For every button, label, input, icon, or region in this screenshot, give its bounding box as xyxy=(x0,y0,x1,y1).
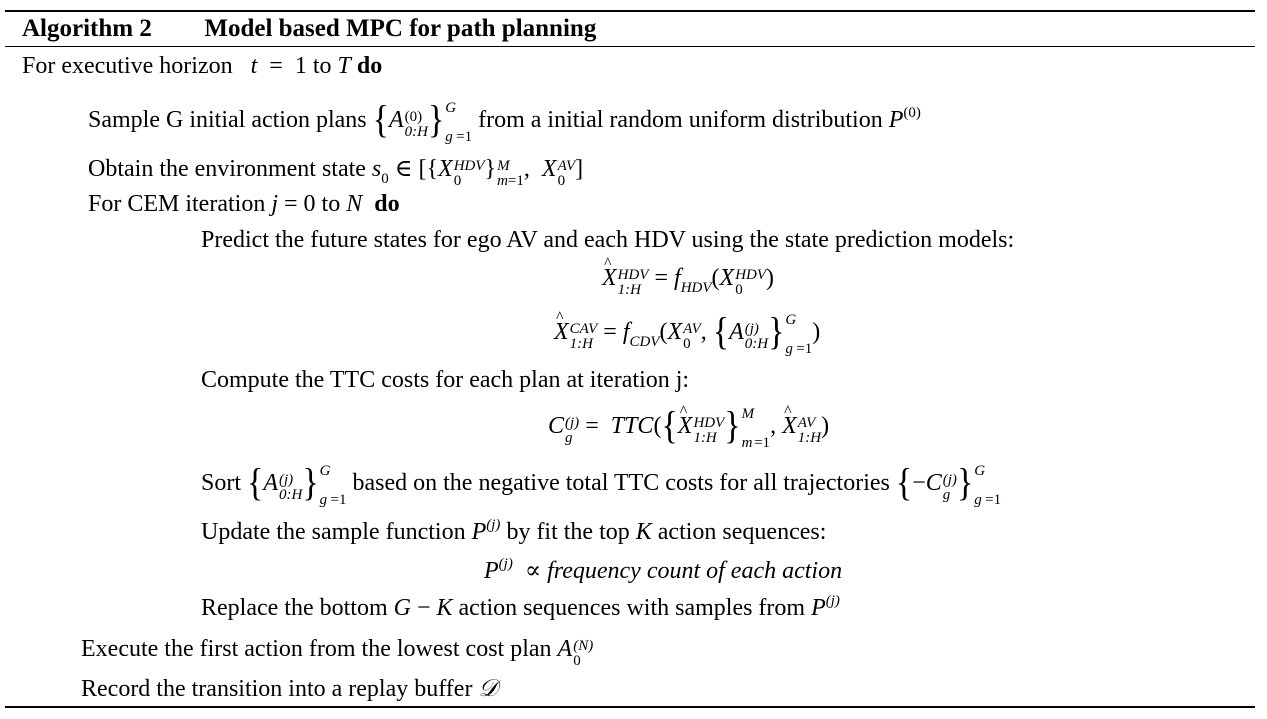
line-execute-action: Execute the first action from the lowest… xyxy=(81,636,594,669)
line-cem-iteration: For CEM iteration j = 0 to N do xyxy=(88,191,400,217)
equation-text: frequency count of each action xyxy=(547,558,843,584)
line-text: Predict the future states for ego AV and… xyxy=(201,227,1015,253)
line-text: For CEM iteration xyxy=(88,191,266,217)
top-rule xyxy=(5,10,1255,12)
line-text: Compute the TTC costs for each plan at i… xyxy=(201,367,690,393)
line-for-horizon: For executive horizon t = 1 to T do xyxy=(22,53,383,79)
line-text: by fit the top xyxy=(506,519,630,545)
line-text: from a initial random uniform distributi… xyxy=(478,107,883,133)
line-text: Sample G initial action plans xyxy=(88,107,367,133)
line-text: Update the sample function xyxy=(201,519,466,545)
header-rule xyxy=(5,46,1255,47)
line-predict-states: Predict the future states for ego AV and… xyxy=(201,226,1014,254)
line-sample-plans: Sample G initial action plans {A (0) 0:H} G… xyxy=(88,99,921,146)
line-text: Record the transition into a replay buff… xyxy=(81,676,473,702)
equation-frequency: P(j) ∝ frequency count of each action xyxy=(484,556,843,585)
line-text: based on the negative total TTC costs fo… xyxy=(352,470,890,496)
algorithm-label: Algorithm 2 xyxy=(22,15,152,42)
line-text: Execute the first action from the lowest… xyxy=(81,636,552,662)
line-replace-bottom: Replace the bottom G − K action sequence… xyxy=(201,593,840,622)
line-text: Sort xyxy=(201,470,242,496)
line-environment-state: Obtain the environment state s0 ∈ [{X HDV… xyxy=(88,156,584,189)
line-text: action sequences: xyxy=(657,519,827,545)
algorithm-title: Model based MPC for path planning xyxy=(204,15,597,42)
line-update-sample-function: Update the sample function P(j) by fit t… xyxy=(201,517,827,546)
line-text: Obtain the environment state xyxy=(88,156,366,182)
line-record-transition: Record the transition into a replay buff… xyxy=(81,674,498,702)
keyword-do: do xyxy=(356,53,383,79)
algorithm-header: Algorithm 2 Model based MPC for path pla… xyxy=(22,15,596,43)
line-text: action sequences with samples from xyxy=(458,595,806,621)
line-text: For executive horizon xyxy=(22,53,233,79)
line-text: Replace the bottom xyxy=(201,595,388,621)
keyword-do: do xyxy=(374,191,400,217)
line-compute-ttc: Compute the TTC costs for each plan at i… xyxy=(201,366,689,394)
bottom-rule xyxy=(5,706,1255,708)
